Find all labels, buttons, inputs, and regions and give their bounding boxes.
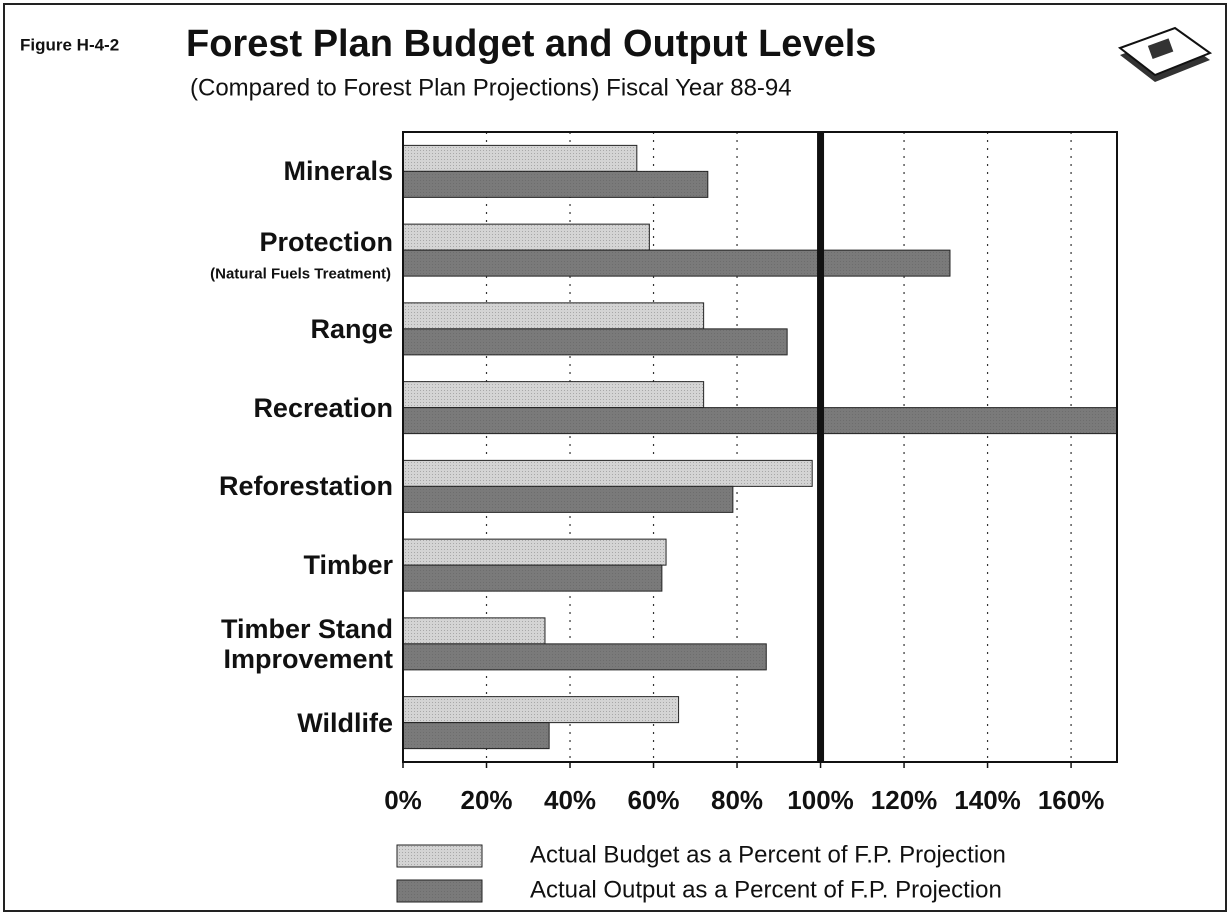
bar-texture [403,643,767,670]
bar-texture [403,328,788,355]
legend-swatch-texture [397,845,482,867]
legend-swatch-texture [397,880,482,902]
category-label: Minerals [283,156,393,187]
x-tick-label: 160% [1038,785,1105,815]
chart-title: Forest Plan Budget and Output Levels [186,23,876,65]
x-tick-label: 80% [711,785,763,815]
bar-texture [403,539,667,566]
x-tick-label: 100% [787,785,854,815]
bar-texture [403,171,708,198]
x-tick-label: 0% [384,785,422,815]
x-tick-label: 20% [460,785,512,815]
bar-texture [403,696,679,723]
bar-texture [403,460,813,487]
bar-texture [403,486,733,513]
bar-texture [403,617,545,644]
plot-border [402,131,1118,763]
category-note: (Natural Fuels Treatment) [210,265,391,283]
legend-label: Actual Budget as a Percent of F.P. Proje… [530,841,1006,868]
category-label: Protection [259,227,393,258]
category-label: Timber Stand Improvement [220,613,393,674]
bar-texture [403,565,662,592]
x-tick-label: 60% [628,785,680,815]
frame [3,3,1227,912]
legend-label: Actual Output as a Percent of F.P. Proje… [530,876,1002,903]
bar-texture [403,381,704,408]
x-tick-label: 40% [544,785,596,815]
category-label: Recreation [253,392,393,423]
category-label: Timber [303,550,393,581]
bar-texture [403,250,950,277]
x-tick-label: 120% [871,785,938,815]
x-tick-label: 140% [954,785,1021,815]
bar-texture [403,145,637,172]
chart-subtitle: (Compared to Forest Plan Projections) Fi… [190,74,792,101]
bar-texture [403,302,704,329]
category-label: Range [310,313,393,344]
bar-texture [403,407,1117,434]
bar-texture [403,224,650,251]
money-icon [1117,26,1213,82]
bar-texture [403,722,550,749]
category-label: Wildlife [297,707,393,738]
figure-label: Figure H-4-2 [20,35,119,54]
category-label: Reforestation [218,471,393,502]
